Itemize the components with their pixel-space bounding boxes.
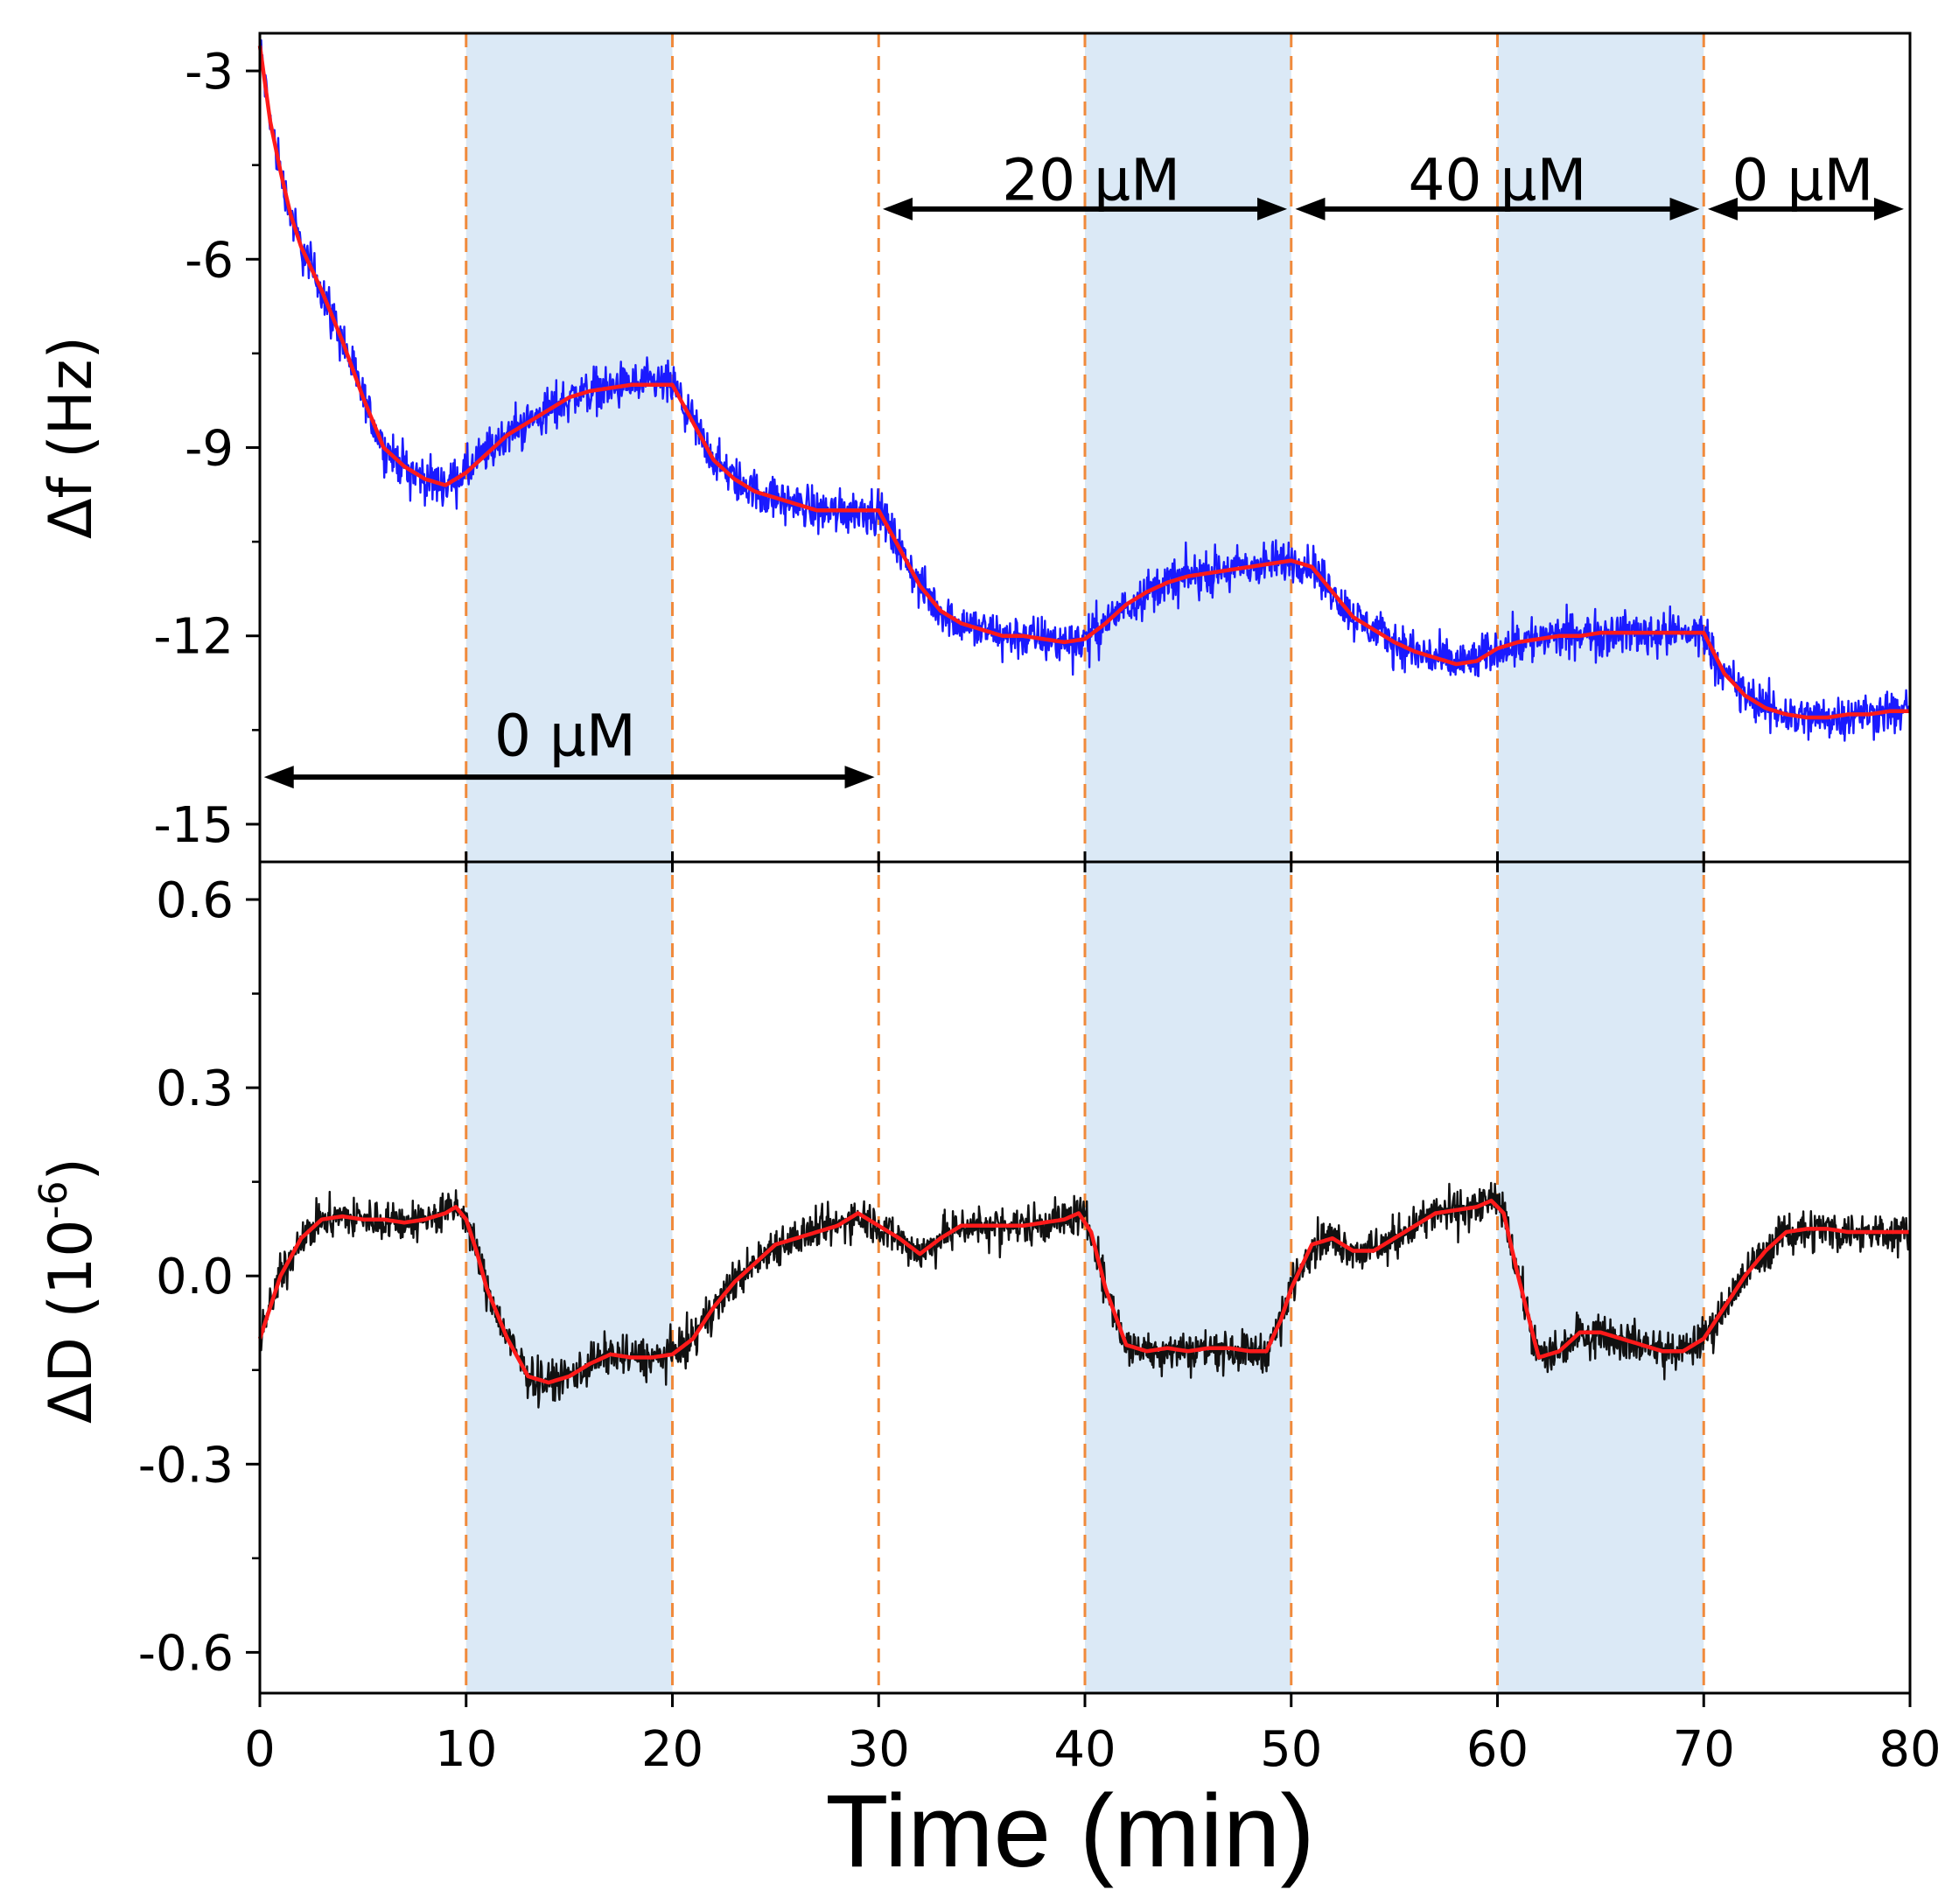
annotation-label-40um: 40 μM <box>1409 147 1587 214</box>
x-tick-label-5: 50 <box>1260 1721 1322 1778</box>
arrow-head-0-left <box>263 766 294 789</box>
frequency-fit-line <box>257 45 1910 720</box>
y-tick-label-frequency-2: -9 <box>185 421 234 478</box>
x-tick-label-3: 30 <box>848 1721 910 1778</box>
x-tick-label-6: 60 <box>1466 1721 1529 1778</box>
arrow-head-3-right <box>1873 197 1904 220</box>
arrow-head-2-left <box>1295 197 1326 220</box>
y-tick-label-dissipation-2: 0.0 <box>156 1249 234 1306</box>
y-tick-label-dissipation-0: 0.6 <box>156 872 234 929</box>
tick-labels: -3 -6 -9 -12 -15 0.6 0.3 0.0 -0.3 -0.60 10 20 30 40 50… <box>138 44 1942 1778</box>
y-axis-title-dissipation: ΔD (10-6) <box>31 1158 106 1424</box>
x-tick-label-4: 40 <box>1053 1721 1116 1778</box>
y-tick-label-dissipation-1: 0.3 <box>156 1060 234 1117</box>
x-tick-label-7: 70 <box>1673 1721 1735 1778</box>
arrow-head-1-right <box>1257 197 1288 220</box>
dissipation-traces <box>257 1181 1912 1409</box>
dissipation-fit-line <box>257 1198 1910 1385</box>
x-axis-title: Time (min) <box>825 1774 1314 1889</box>
arrow-head-2-right <box>1669 197 1700 220</box>
axis-ticks <box>246 69 1912 1707</box>
y-tick-label-frequency-4: -15 <box>154 797 234 854</box>
arrow-head-0-right <box>844 766 875 789</box>
x-tick-label-2: 20 <box>641 1721 703 1778</box>
y-axis-title-dissipation-base: ΔD (10 <box>37 1219 106 1424</box>
y-tick-label-frequency-3: -12 <box>154 609 234 666</box>
y-axis-title-dissipation-exponent: -6 <box>31 1181 76 1220</box>
annotation-label-20um: 20 μM <box>1002 147 1180 214</box>
annotation-label-0um-first: 0 μM <box>494 703 636 770</box>
y-axis-title-dissipation-suffix: ) <box>37 1158 106 1181</box>
annotation-label-0um-last: 0 μM <box>1732 147 1873 214</box>
concentration-annotations: 0 μM 20 μM 40 μM 0 μM <box>263 147 1904 789</box>
dissipation-raw-line <box>258 1181 1912 1409</box>
frequency-traces <box>257 38 1912 742</box>
arrow-head-1-left <box>882 197 913 220</box>
y-tick-label-frequency-1: -6 <box>185 232 234 289</box>
x-tick-label-0: 0 <box>244 1721 276 1778</box>
x-tick-label-1: 10 <box>435 1721 497 1778</box>
y-axis-title-frequency: Δf (Hz) <box>37 336 106 539</box>
y-tick-label-dissipation-4: -0.6 <box>138 1625 234 1682</box>
arrow-head-3-left <box>1707 197 1738 220</box>
y-tick-label-frequency-0: -3 <box>185 44 234 101</box>
x-tick-label-8: 80 <box>1879 1721 1941 1778</box>
y-tick-label-dissipation-3: -0.3 <box>138 1437 234 1494</box>
